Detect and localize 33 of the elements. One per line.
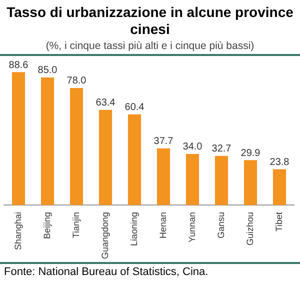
source-note: Fonte: National Bureau of Statistics, Cina. bbox=[3, 266, 210, 278]
x-tick-label: Yunnan bbox=[186, 212, 197, 243]
bar bbox=[244, 160, 258, 205]
data-label: 32.7 bbox=[212, 144, 232, 155]
data-label: 23.8 bbox=[270, 157, 290, 168]
x-tick-label: Shanghai bbox=[12, 212, 23, 250]
bar bbox=[156, 148, 170, 205]
bar bbox=[214, 156, 228, 205]
x-tick-label: Guangdong bbox=[100, 212, 110, 260]
data-label: 29.9 bbox=[240, 148, 261, 159]
data-label: 37.7 bbox=[154, 136, 174, 148]
data-label: 34.0 bbox=[182, 142, 203, 153]
data-label: 88.6 bbox=[8, 60, 29, 71]
bar bbox=[70, 88, 84, 205]
data-label: 78.0 bbox=[66, 76, 87, 87]
x-tick-label: Gansu bbox=[216, 212, 226, 238]
x-tick-label: Henan bbox=[158, 212, 168, 238]
chart-title: Tasso di urbanizzazione in alcune province cinesi bbox=[6, 3, 294, 38]
data-label: 60.4 bbox=[124, 102, 145, 114]
bar bbox=[98, 110, 112, 205]
x-tick-label: Tibet bbox=[274, 211, 284, 232]
data-label: 63.4 bbox=[96, 98, 116, 109]
data-label: 85.0 bbox=[38, 65, 58, 76]
bar bbox=[40, 78, 54, 205]
bar bbox=[272, 169, 286, 205]
chart-subtitle: (%, i cinque tassi più alti e i cinque più bassi) bbox=[44, 40, 256, 52]
bar bbox=[186, 154, 200, 205]
x-tick-label: Liaoning bbox=[128, 212, 139, 246]
bar bbox=[128, 114, 142, 205]
x-tick-label: Guizhou bbox=[244, 212, 255, 246]
x-tick-label: Beijing bbox=[42, 212, 52, 239]
bar bbox=[12, 72, 26, 205]
x-tick-label: Tianjin bbox=[70, 212, 81, 238]
